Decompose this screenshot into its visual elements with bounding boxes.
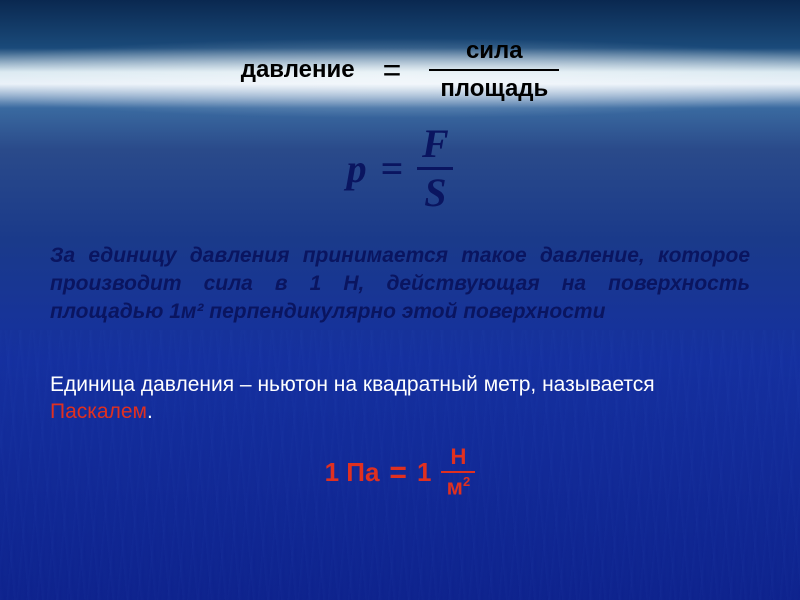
unit-sentence-suffix: . — [147, 400, 153, 423]
symbol-formula-equals: = — [381, 145, 404, 192]
symbol-formula: p = F S — [50, 125, 750, 212]
unit-formula-fraction: Н м2 — [441, 447, 475, 498]
slide-content: давление = сила площадь p = F S За едини… — [0, 0, 800, 529]
unit-formula-equals: = — [389, 456, 407, 490]
unit-formula-lhs: 1 Па — [325, 457, 380, 488]
word-formula-line — [429, 69, 559, 71]
unit-formula: 1 Па = 1 Н м2 — [50, 447, 750, 498]
definition-text: За единицу давления принимается такое да… — [50, 242, 750, 327]
unit-formula-numerator: Н — [450, 447, 466, 468]
unit-sentence: Единица давления – ньютон на квадратный … — [50, 371, 750, 426]
unit-formula-scalar: 1 — [417, 457, 431, 488]
symbol-formula-fraction: F S — [417, 125, 453, 212]
unit-formula-denominator: м2 — [447, 476, 471, 498]
word-formula-numerator: сила — [454, 38, 535, 66]
unit-sentence-prefix: Единица давления – ньютон на квадратный … — [50, 373, 655, 396]
word-formula-equals: = — [383, 52, 402, 89]
unit-sentence-highlight: Паскалем — [50, 400, 147, 423]
word-formula: давление = сила площадь — [50, 38, 750, 103]
symbol-formula-lhs: p — [347, 145, 367, 192]
word-formula-fraction: сила площадь — [429, 38, 559, 103]
word-formula-denominator: площадь — [440, 74, 548, 102]
symbol-formula-numerator: F — [422, 125, 449, 163]
unit-formula-line — [441, 471, 475, 473]
symbol-formula-denominator: S — [424, 174, 446, 212]
word-formula-lhs: давление — [241, 56, 355, 84]
